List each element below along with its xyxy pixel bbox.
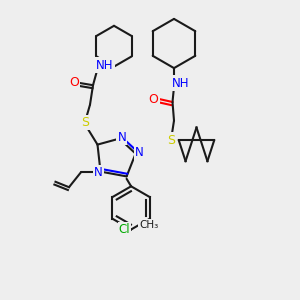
Text: Cl: Cl	[119, 223, 130, 236]
Text: N: N	[117, 130, 126, 144]
Text: S: S	[167, 134, 175, 147]
Text: N: N	[135, 146, 144, 160]
Text: N: N	[94, 166, 103, 179]
Text: S: S	[81, 116, 89, 129]
Text: NH: NH	[172, 76, 189, 90]
Text: O: O	[69, 76, 79, 89]
Text: NH: NH	[96, 58, 114, 72]
Text: O: O	[149, 92, 158, 106]
Text: CH₃: CH₃	[139, 220, 158, 230]
